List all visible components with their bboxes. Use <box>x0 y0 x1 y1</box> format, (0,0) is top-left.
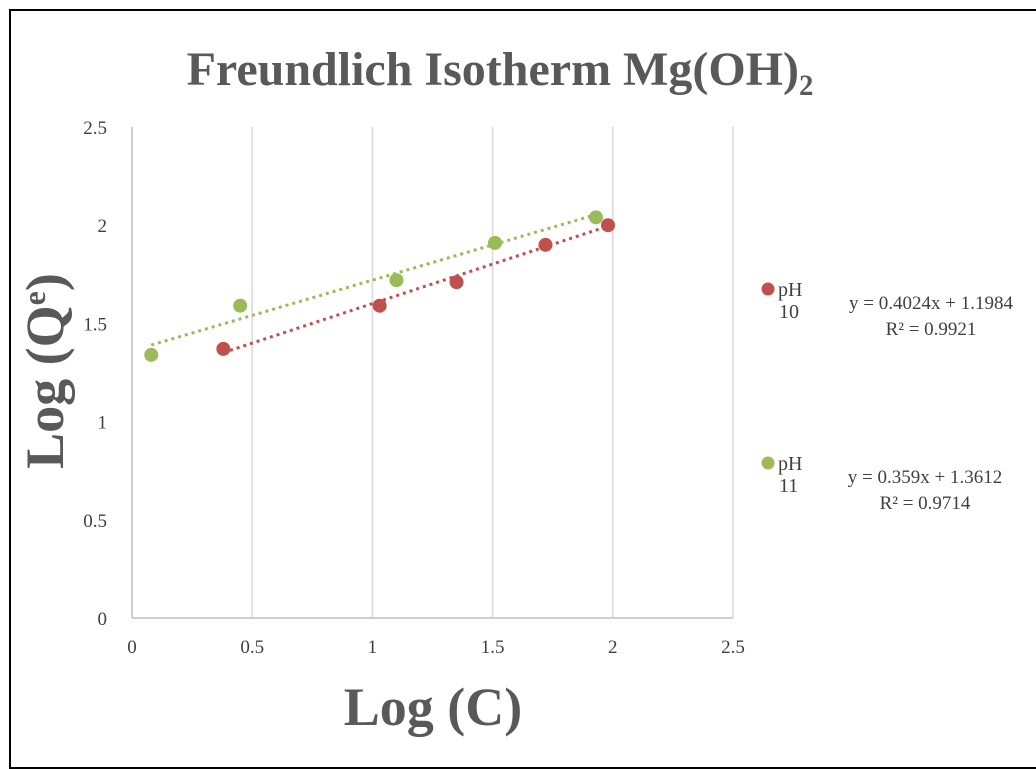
data-point-series-1 <box>588 210 603 225</box>
legend-marker-series-1 <box>761 456 775 470</box>
data-point-series-0 <box>372 298 387 313</box>
trendlines <box>150 213 609 355</box>
x-tick-label: 0 <box>127 637 137 658</box>
data-point-series-0 <box>449 275 464 290</box>
y-tick-label: 1.5 <box>83 314 107 335</box>
trendline-series-1 <box>150 213 597 347</box>
trendline-equation-series-1: y = 0.359x + 1.3612 <box>848 467 1002 488</box>
trendline-r2-series-0: R² = 0.9921 <box>886 319 977 340</box>
data-point-series-0 <box>538 237 553 252</box>
x-tick-label: 1 <box>368 637 378 658</box>
y-axis-title-close: ) <box>15 273 75 291</box>
y-tick-label: 0 <box>98 609 108 630</box>
y-axis-title-superscript: e <box>16 291 52 305</box>
x-tick-label: 2.5 <box>721 637 745 658</box>
grid <box>251 127 734 618</box>
legend-label-line2-series-1: 11 <box>779 475 798 497</box>
y-tick-label: 2.5 <box>83 118 107 139</box>
x-tick-label: 2 <box>608 637 618 658</box>
y-tick-label: 1 <box>98 413 108 434</box>
legend-label-series-1: pH <box>778 453 802 475</box>
data-point-series-0 <box>600 218 615 233</box>
data-point-series-0 <box>216 341 231 356</box>
trendline-equation-series-0: y = 0.4024x + 1.1984 <box>849 293 1013 314</box>
y-axis-title-base: Log (Q <box>15 305 75 469</box>
x-axis-title: Log (C) <box>344 677 522 737</box>
y-tick-labels: 0 0.5 1 1.5 2 2.5 <box>83 118 107 630</box>
chart-title: Freundlich Isotherm Mg(OH)₂ <box>187 43 814 96</box>
axes <box>131 127 733 619</box>
trendline-r2-series-1: R² = 0.9714 <box>880 493 971 514</box>
legend-label-line2-series-0: 10 <box>779 301 799 323</box>
x-tick-labels: 0 0.5 1 1.5 2 2.5 <box>127 637 745 658</box>
y-tick-label: 0.5 <box>83 511 107 532</box>
data-points <box>144 210 615 362</box>
x-tick-label: 1.5 <box>481 637 505 658</box>
data-point-series-1 <box>144 347 159 362</box>
data-point-series-1 <box>233 298 248 313</box>
legend-marker-series-0 <box>761 282 775 296</box>
x-tick-label: 0.5 <box>240 637 264 658</box>
y-tick-label: 2 <box>98 216 108 237</box>
y-axis-title: Log (Qe) <box>15 273 75 469</box>
data-point-series-1 <box>488 235 503 250</box>
legend-label-series-0: pH <box>778 279 802 301</box>
data-point-series-1 <box>389 273 404 288</box>
